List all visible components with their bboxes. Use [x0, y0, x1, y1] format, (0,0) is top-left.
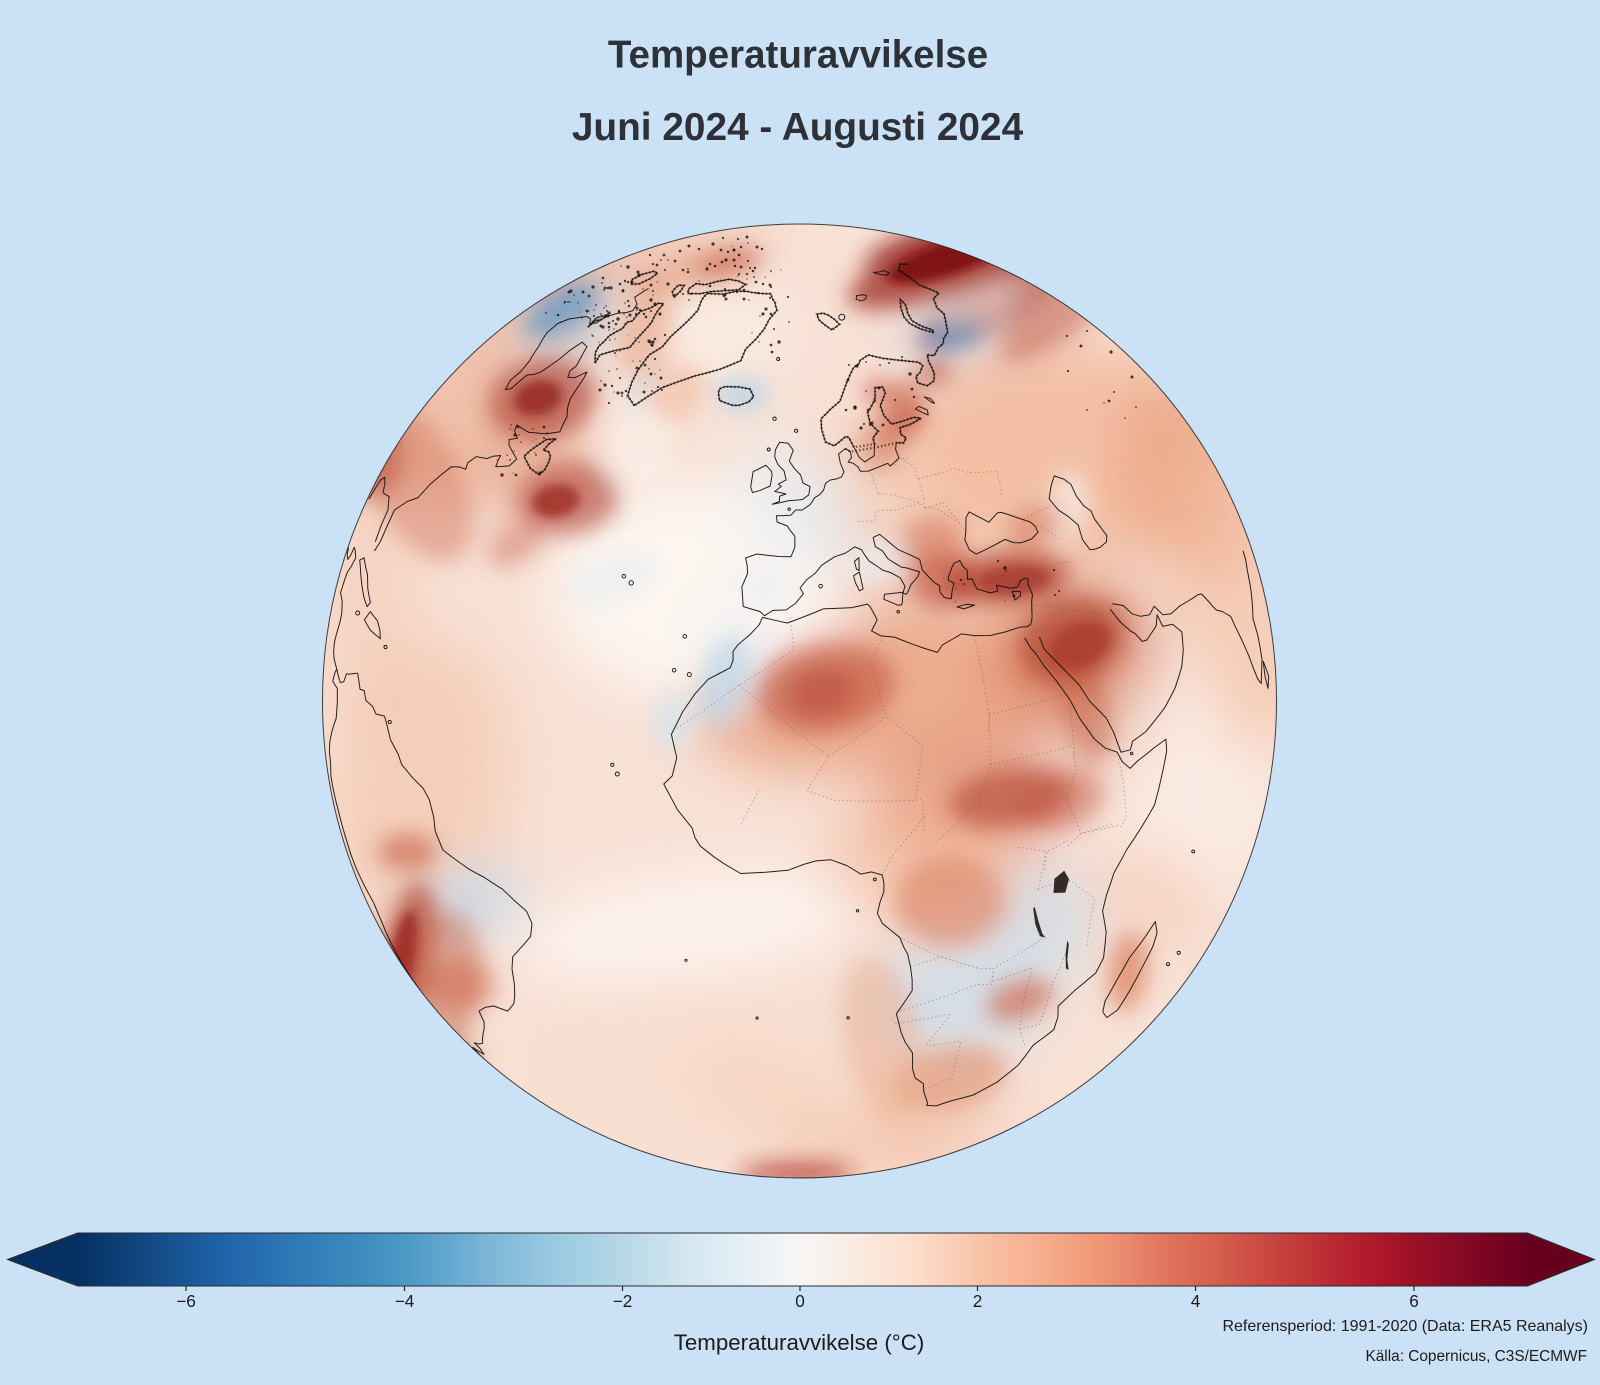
svg-text:−6: −6: [176, 1291, 196, 1311]
svg-text:Juni 2024 - Augusti 2024: Juni 2024 - Augusti 2024: [572, 106, 1024, 149]
svg-text:−2: −2: [613, 1291, 633, 1311]
svg-text:2: 2: [973, 1291, 983, 1311]
svg-text:Temperaturavvikelse (°C): Temperaturavvikelse (°C): [674, 1330, 925, 1355]
svg-text:4: 4: [1191, 1291, 1201, 1311]
svg-text:Referensperiod: 1991-2020 (Dat: Referensperiod: 1991-2020 (Data: ERA5 Re…: [1222, 1318, 1588, 1335]
svg-text:−4: −4: [395, 1291, 415, 1311]
svg-text:Temperaturavvikelse: Temperaturavvikelse: [608, 34, 988, 77]
svg-text:Källa: Copernicus, C3S/ECMWF: Källa: Copernicus, C3S/ECMWF: [1365, 1348, 1587, 1365]
svg-text:0: 0: [795, 1291, 805, 1311]
svg-text:6: 6: [1409, 1291, 1419, 1311]
